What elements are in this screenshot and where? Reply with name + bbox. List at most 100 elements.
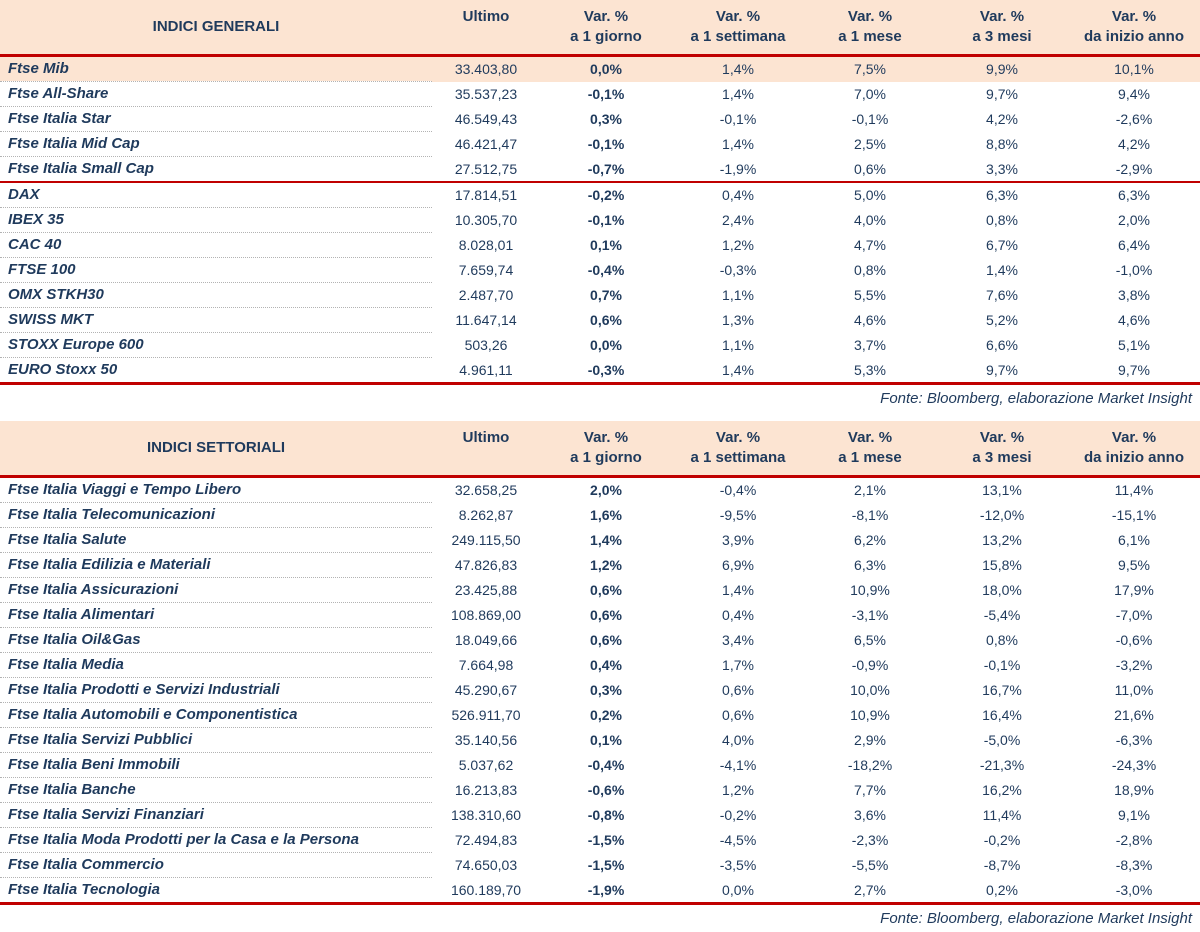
var-ytd-value: 6,3% [1118,187,1150,204]
ultimo-value: 45.290,67 [454,682,518,698]
var-3m-value: -5,4% [983,607,1021,623]
var-ytd-value: 4,2% [1118,136,1150,152]
var-1d-value: 0,4% [590,657,622,673]
var-ytd-value: -1,0% [1115,262,1153,278]
var-ytd-value: -2,8% [1115,832,1153,848]
ultimo-value: 47.826,83 [454,557,518,573]
var-3m-value: 6,3% [986,187,1018,204]
var-sub-label: a 1 mese [838,28,902,45]
column-header-var-3m: Var. % a 3 mesi [936,0,1068,57]
ultimo-value: 526.911,70 [451,707,521,723]
ultimo-value: 503,26 [464,337,508,353]
table-row: Ftse Italia Automobili e Componentistica… [0,702,1200,728]
var-ytd-value: -2,6% [1115,111,1153,127]
var-3m-value: 6,6% [986,337,1018,353]
var-1w-value: 1,4% [672,55,804,82]
var-1d-value: -0,1% [587,86,625,102]
index-name: Ftse Italia Telecomunicazioni [0,502,432,528]
index-name: Ftse Italia Tecnologia [0,877,432,905]
var-1w-value: -9,5% [719,507,757,523]
var-ytd-value: 6,4% [1118,237,1150,253]
var-1d-value: 0,6% [590,607,622,623]
table-header: INDICI SETTORIALI Ultimo Var. % a 1 giorn… [0,421,1200,478]
index-name: Ftse Italia Oil&Gas [0,627,432,653]
var-1m-value: 5,5% [854,287,886,303]
var-3m-value: -5,0% [983,732,1021,748]
var-1w-value: 3,4% [722,632,754,648]
table-row: Ftse Italia Edilizia e Materiali 47.826,8… [0,552,1200,578]
var-1d-value: 0,6% [590,582,622,598]
var-1m-value: 5,0% [854,187,886,204]
var-1w-value: 1,3% [722,312,754,328]
var-label: Var. % [715,8,761,25]
index-name: Ftse Italia Moda Prodotti per la Casa e … [0,827,432,853]
var-ytd-value: 10,1% [1068,55,1200,82]
var-label: Var. % [1111,8,1157,25]
table-row: Ftse Italia Oil&Gas 18.049,66 0,6% 3,4% 6,5%… [0,627,1200,653]
ultimo-value: 32.658,25 [454,482,518,499]
var-1w-value: -0,2% [719,807,757,823]
index-name: Ftse Italia Alimentari [0,602,432,628]
table-row: Ftse Italia Alimentari 108.869,00 0,6% 0,4%… [0,602,1200,628]
index-name: Ftse Italia Beni Immobili [0,752,432,778]
ultimo-value: 8.262,87 [458,507,514,523]
var-1w-value: -4,5% [719,832,757,848]
var-label: Var. % [583,8,629,25]
ultimo-value: 5.037,62 [458,757,514,773]
var-1m-value: 7,7% [854,782,886,798]
var-3m-value: 9,7% [936,357,1068,385]
var-ytd-value: -6,3% [1115,732,1153,748]
column-header-var-1d: Var. % a 1 giorno [540,421,672,478]
var-3m-value: 15,8% [982,557,1022,573]
var-1d-value: 0,0% [590,337,622,353]
table-title-label: INDICI SETTORIALI [146,439,286,456]
var-ytd-value: -15,1% [1111,507,1157,523]
ultimo-value: 72.494,83 [454,832,518,848]
var-3m-value: -12,0% [979,507,1025,523]
var-1m-value: 6,3% [854,557,886,573]
var-1d-value: 1,6% [590,507,622,523]
table-row: STOXX Europe 600 503,26 0,0% 1,1% 3,7% 6,6% 5,… [0,332,1200,358]
table-row: Ftse Italia Mid Cap 46.421,47 -0,1% 1,4% 2,5… [0,131,1200,157]
var-1w-value: -1,9% [672,156,804,183]
var-1w-value: 0,4% [722,607,754,623]
var-ytd-value: 9,4% [1118,86,1150,102]
general-indices-table: INDICI GENERALI Ultimo Var. % a 1 giorno … [0,0,1200,385]
table-body: Ftse Italia Viaggi e Tempo Libero 32.658,… [0,476,1200,905]
var-1d-value: 0,7% [590,287,622,303]
var-3m-value: 0,2% [936,877,1068,905]
table-row: Ftse Italia Viaggi e Tempo Libero 32.658,… [0,476,1200,503]
table-row: CAC 40 8.028,01 0,1% 1,2% 4,7% 6,7% 6,4% [0,232,1200,258]
var-ytd-value: 18,9% [1114,782,1154,798]
var-ytd-value: 2,0% [1118,212,1150,228]
var-1m-value: 10,0% [850,682,890,698]
var-1w-value: 4,0% [722,732,754,748]
ultimo-value: 27.512,75 [432,156,540,183]
ultimo-value: 7.664,98 [458,657,514,673]
table-row: Ftse Italia Small Cap 27.512,75 -0,7% -1,9%… [0,156,1200,183]
column-header-var-1w: Var. % a 1 settimana [672,421,804,478]
ultimo-value: 35.537,23 [454,86,518,102]
index-name: IBEX 35 [0,207,432,233]
var-1d-value: 1,2% [590,557,622,573]
var-3m-value: 3,3% [936,156,1068,183]
var-3m-value: 16,4% [982,707,1022,723]
index-name: STOXX Europe 600 [0,332,432,358]
table-row: FTSE 100 7.659,74 -0,4% -0,3% 0,8% 1,4% -1,0% [0,257,1200,283]
table-row: Ftse Italia Banche 16.213,83 -0,6% 1,2% 7,7%… [0,777,1200,803]
var-1w-value: 1,2% [722,237,754,253]
var-3m-value: -8,7% [983,857,1021,873]
table-row: Ftse Italia Prodotti e Servizi Industria… [0,677,1200,703]
index-name: Ftse Italia Salute [0,527,432,553]
var-1d-value: -1,5% [587,832,625,848]
index-name: Ftse Italia Prodotti e Servizi Industria… [0,677,432,703]
var-ytd-value: 5,1% [1118,337,1150,353]
ultimo-value: 74.650,03 [454,857,518,873]
index-name: EURO Stoxx 50 [0,357,432,385]
var-ytd-value: -7,0% [1115,607,1153,623]
index-name: Ftse Italia Media [0,652,432,678]
var-1m-value: -5,5% [851,857,889,873]
var-sub-label: a 1 settimana [690,28,786,45]
var-1w-value: 1,4% [672,357,804,385]
